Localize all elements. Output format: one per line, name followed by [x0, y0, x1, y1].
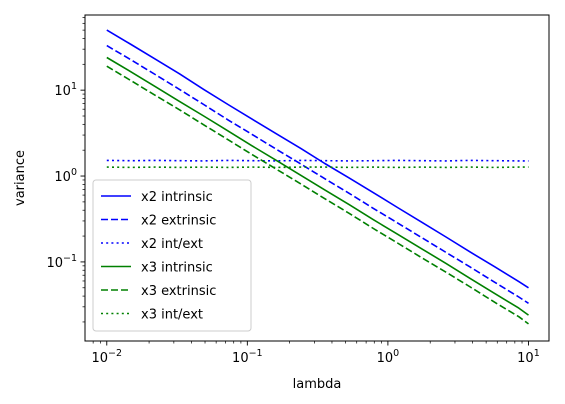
x-tick-exponent: 0	[393, 348, 399, 359]
x-tick-base: 10	[232, 351, 249, 366]
series-line-x3-intrinsic	[106, 56, 529, 316]
x-tick-label: 100	[377, 348, 400, 366]
series-layer	[106, 29, 529, 325]
x-tick-base: 10	[517, 351, 534, 366]
y-tick-exponent: 1	[71, 81, 77, 92]
y-tick-base: 10	[54, 84, 71, 99]
plot-area-frame	[84, 14, 550, 342]
legend-label: x2 int/ext	[141, 237, 203, 252]
y-tick-base: 10	[46, 256, 63, 271]
y-tick-exponent: −1	[63, 253, 77, 264]
y-axis-label: variance	[13, 150, 28, 206]
legend-label: x3 intrinsic	[141, 261, 213, 276]
y-tick-label: 101	[54, 81, 77, 99]
y-tick-base: 10	[54, 170, 71, 185]
series-line-x3-extrinsic	[106, 65, 529, 325]
x-tick-label: 10−1	[232, 348, 263, 366]
x-tick-base: 10	[91, 351, 108, 366]
series-line-x2-int-ext	[106, 159, 529, 162]
legend: x2 intrinsic x2 extrinsic x2 int/ext x3 int…	[92, 179, 252, 332]
y-tick-label: 10−1	[46, 253, 77, 271]
legend-label: x2 extrinsic	[141, 214, 216, 229]
x-tick-base: 10	[377, 351, 394, 366]
x-tick-exponent: −2	[108, 348, 122, 359]
series-line-x2-extrinsic	[106, 44, 529, 304]
y-tick-exponent: 0	[71, 167, 77, 178]
x-tick-exponent: 1	[534, 348, 540, 359]
y-tick-label: 100	[54, 167, 77, 185]
x-tick-exponent: −1	[249, 348, 263, 359]
x-axis-label: lambda	[293, 377, 342, 392]
series-line-x2-intrinsic	[106, 29, 529, 289]
x-tick-label: 101	[517, 348, 540, 366]
legend-label: x3 int/ext	[141, 308, 203, 323]
legend-label: x2 intrinsic	[141, 190, 213, 205]
x-tick-label: 10−2	[91, 348, 122, 366]
legend-box	[92, 179, 252, 332]
legend-label: x3 extrinsic	[141, 284, 216, 299]
